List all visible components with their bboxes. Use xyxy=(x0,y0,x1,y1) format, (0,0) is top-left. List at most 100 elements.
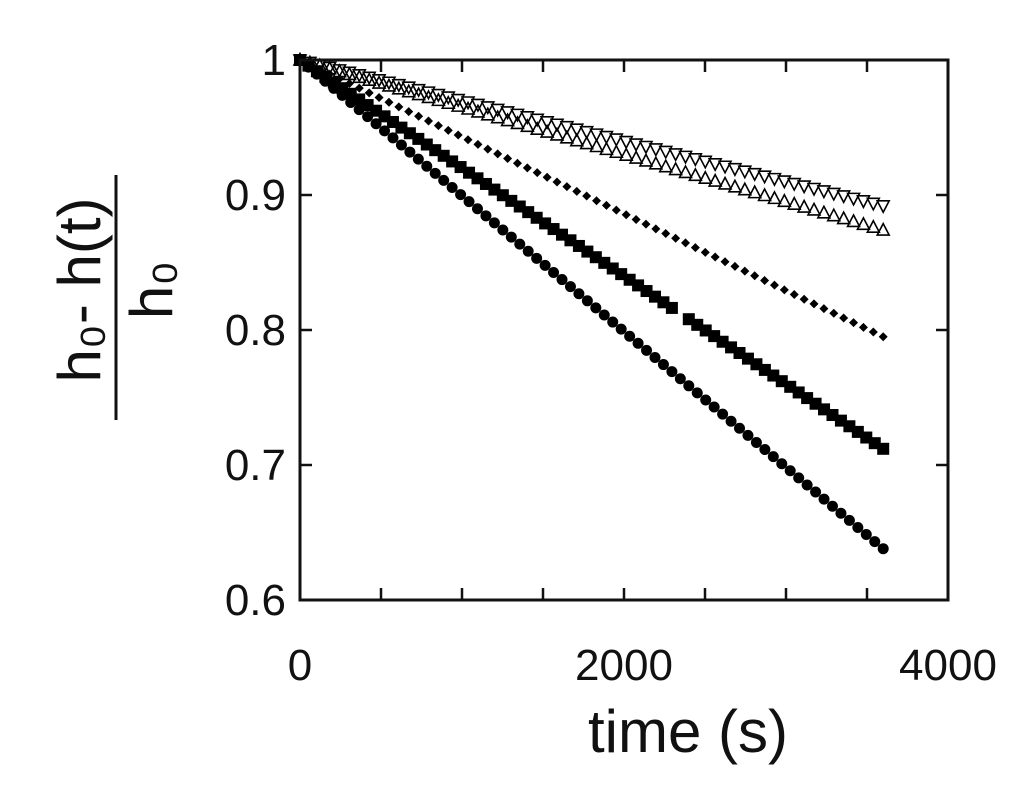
series-3-point xyxy=(799,294,809,304)
series-1-point xyxy=(717,160,733,175)
series-1-point xyxy=(727,162,743,177)
series-1-point xyxy=(737,165,753,180)
y-tick-label: 1 xyxy=(262,36,286,85)
series-2-point xyxy=(371,74,387,89)
series-1-point xyxy=(678,150,693,165)
series-2-point xyxy=(510,115,525,130)
series-2-point xyxy=(401,83,417,98)
series-5-point xyxy=(750,436,762,448)
series-2-point xyxy=(836,210,851,225)
series-1-point xyxy=(796,180,812,195)
y-axis-label-denominator: h₀ xyxy=(118,261,185,319)
x-tick-label: 4000 xyxy=(899,641,997,690)
series-3-point xyxy=(522,163,532,173)
series-2-point xyxy=(520,118,535,133)
series-1-point xyxy=(539,115,555,131)
series-2-point xyxy=(608,144,624,159)
series-5-point xyxy=(362,111,374,123)
series-2-point xyxy=(589,138,604,153)
series-2-point xyxy=(707,172,723,187)
series-5-point xyxy=(429,167,441,179)
series-5-point xyxy=(353,104,365,116)
series-5-point xyxy=(505,231,517,243)
series-5-point xyxy=(607,316,619,328)
series-3-point xyxy=(858,322,868,332)
series-2-point xyxy=(431,92,446,107)
series-5-point xyxy=(598,309,610,321)
series-3-point xyxy=(562,182,572,192)
series-5-point xyxy=(759,444,771,456)
series-2-point xyxy=(727,178,743,193)
series-3-point xyxy=(809,299,819,309)
series-5-point xyxy=(387,132,399,144)
series-3-point xyxy=(463,135,473,145)
series-5-point xyxy=(302,61,314,73)
series-3-point xyxy=(661,229,671,239)
series-2-point xyxy=(529,120,545,135)
series-2-point xyxy=(865,218,881,234)
series-3-point xyxy=(552,177,562,187)
series-2-point xyxy=(480,106,496,121)
series-3-point xyxy=(651,224,661,234)
series-2-point xyxy=(440,95,456,110)
series-5-point xyxy=(522,245,534,257)
series-5-point xyxy=(683,380,695,392)
series-1-point xyxy=(371,73,387,88)
series-1-point xyxy=(559,120,575,135)
series-1-point xyxy=(529,113,545,128)
series-5-point xyxy=(395,139,407,151)
x-tick-label: 0 xyxy=(288,641,312,690)
series-2-point xyxy=(579,135,594,150)
series-3-point xyxy=(829,308,839,318)
y-axis-label: h₀- h(t) h₀ xyxy=(46,175,185,420)
series-5-point xyxy=(725,415,737,427)
series-1-point xyxy=(668,148,683,163)
series-5-point xyxy=(311,68,323,80)
series-5-point xyxy=(446,181,458,193)
series-2-point xyxy=(688,167,703,182)
series-3-point xyxy=(769,280,779,290)
series-3-point xyxy=(414,111,424,121)
series-3-point xyxy=(671,233,681,243)
series-1-point xyxy=(510,108,525,123)
series-2-point xyxy=(777,193,792,208)
series-1-point xyxy=(786,177,802,192)
series-1-point xyxy=(579,125,594,140)
series-5-point xyxy=(666,366,678,378)
series-3-point xyxy=(503,154,513,164)
series-2-point xyxy=(875,221,891,236)
series-2-point xyxy=(816,204,832,219)
series-3-point xyxy=(424,116,434,126)
series-2-point xyxy=(747,184,763,199)
series-5-point xyxy=(497,224,509,236)
series-3-point xyxy=(740,266,750,276)
series-5-point xyxy=(531,252,543,264)
series-5-point xyxy=(877,543,889,555)
series-3-point xyxy=(592,196,602,206)
series-5-point xyxy=(717,408,729,420)
series-1-point xyxy=(460,96,476,111)
series-1-point xyxy=(865,197,881,212)
series-5-point xyxy=(810,486,822,498)
series-3-point xyxy=(700,247,710,257)
series-2-point xyxy=(618,146,634,161)
series-3-point xyxy=(493,149,503,159)
series-5-point xyxy=(471,203,483,215)
series-5-point xyxy=(319,75,331,87)
series-3-point xyxy=(681,238,691,248)
series-3-point xyxy=(394,102,404,112)
series-5-point xyxy=(488,217,500,229)
series-3-point xyxy=(433,121,443,131)
series-3-point xyxy=(760,275,770,285)
series-5-point xyxy=(869,536,881,548)
series-3-point xyxy=(404,107,414,117)
series-1-point xyxy=(688,153,703,168)
series-2-point xyxy=(421,89,436,104)
series-3-point xyxy=(839,313,849,323)
y-tick-label: 0.8 xyxy=(225,306,286,355)
series-2-point xyxy=(411,86,426,101)
series-1-point xyxy=(401,81,417,96)
series-2-point xyxy=(846,213,861,228)
series-5-point xyxy=(379,125,391,137)
